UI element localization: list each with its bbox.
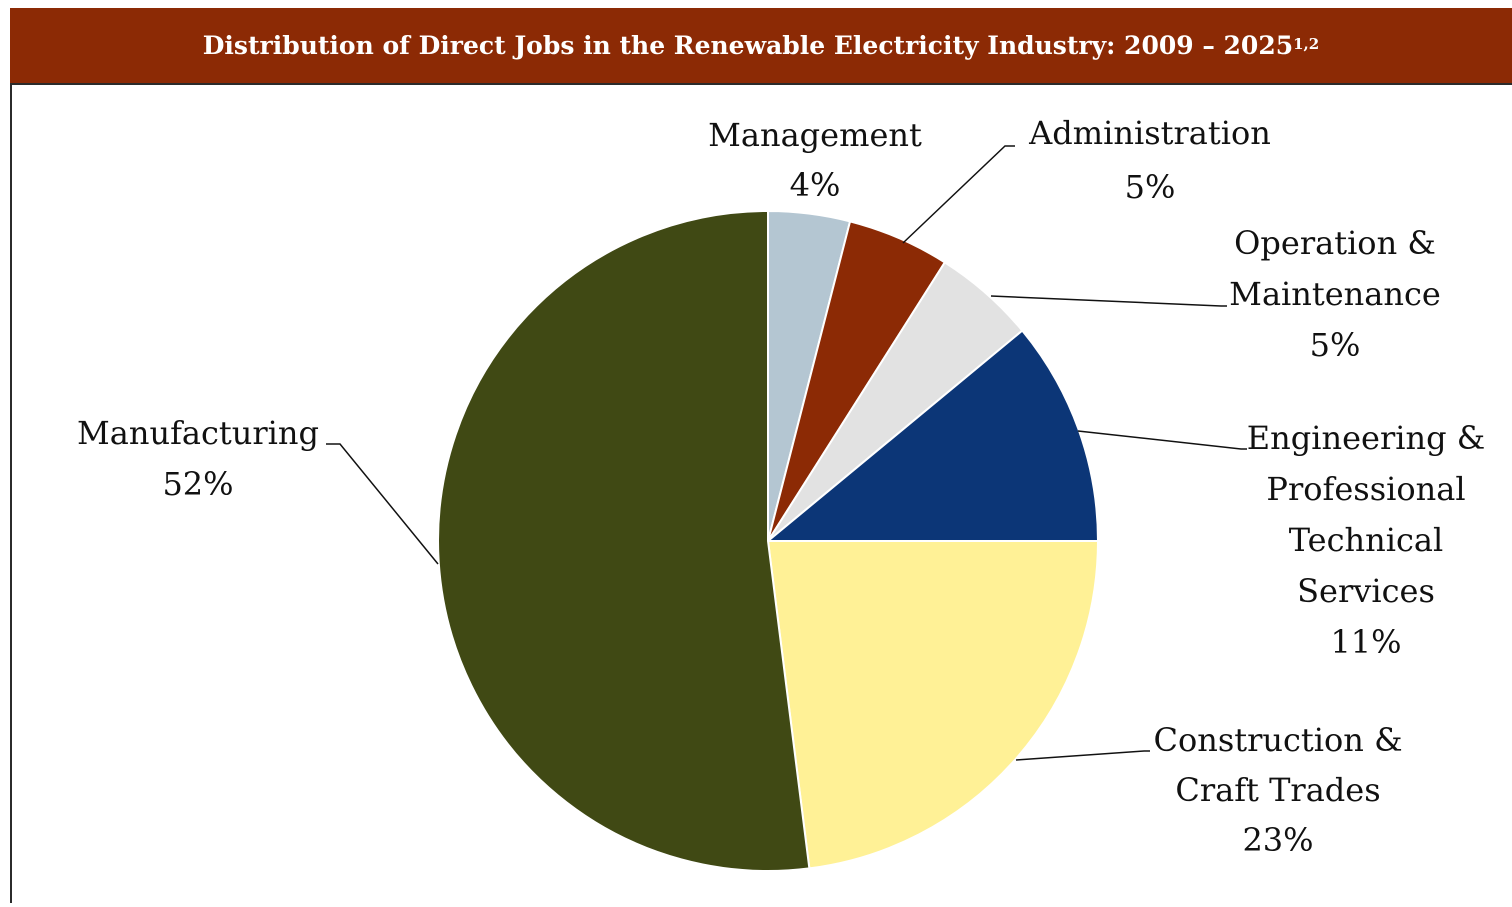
chart-title: Distribution of Direct Jobs in the Renew… xyxy=(10,8,1512,85)
leader-line xyxy=(902,145,1015,244)
slice-category-label: Professional xyxy=(1266,470,1465,508)
slice-value-label: 4% xyxy=(790,166,841,204)
slice-value-label: 11% xyxy=(1330,623,1401,661)
leader-line xyxy=(1015,750,1150,761)
slice-category-label: Operation & xyxy=(1234,224,1436,262)
leader-line xyxy=(990,295,1227,307)
chart-title-text: Distribution of Direct Jobs in the Renew… xyxy=(202,31,1294,60)
leader-line xyxy=(326,443,439,565)
slice-value-label: 5% xyxy=(1310,326,1361,364)
pie-slice-manufacturing xyxy=(437,209,811,872)
leader-lines xyxy=(326,145,1247,761)
slice-category-label: Management xyxy=(708,116,922,154)
slice-category-label: Maintenance xyxy=(1229,275,1441,313)
slice-value-label: 5% xyxy=(1125,168,1176,206)
slice-category-label: Craft Trades xyxy=(1175,771,1380,809)
chart-area: Management 4% Administration 5% Operation & M… xyxy=(12,85,1512,903)
slice-category-label: Services xyxy=(1297,572,1435,610)
slice-value-label: 52% xyxy=(162,465,233,503)
leader-line xyxy=(1077,430,1247,450)
chart-title-footnote-refs: 1,2 xyxy=(1293,34,1320,53)
slice-category-label: Administration xyxy=(1028,114,1271,152)
slice-category-label: Construction & xyxy=(1153,721,1402,759)
pie-slices xyxy=(437,209,1100,872)
slice-category-label: Manufacturing xyxy=(77,414,319,452)
slice-category-label: Technical xyxy=(1289,521,1443,559)
frame-left-border xyxy=(10,85,12,903)
data-labels: Management 4% Administration 5% Operation & M… xyxy=(77,114,1485,859)
pie-slice-engineering xyxy=(765,329,1100,542)
pie-slice-construction xyxy=(766,540,1100,870)
slice-category-label: Engineering & xyxy=(1247,419,1485,457)
pie-chart: Management 4% Administration 5% Operation & M… xyxy=(77,114,1485,872)
slice-value-label: 23% xyxy=(1242,821,1313,859)
